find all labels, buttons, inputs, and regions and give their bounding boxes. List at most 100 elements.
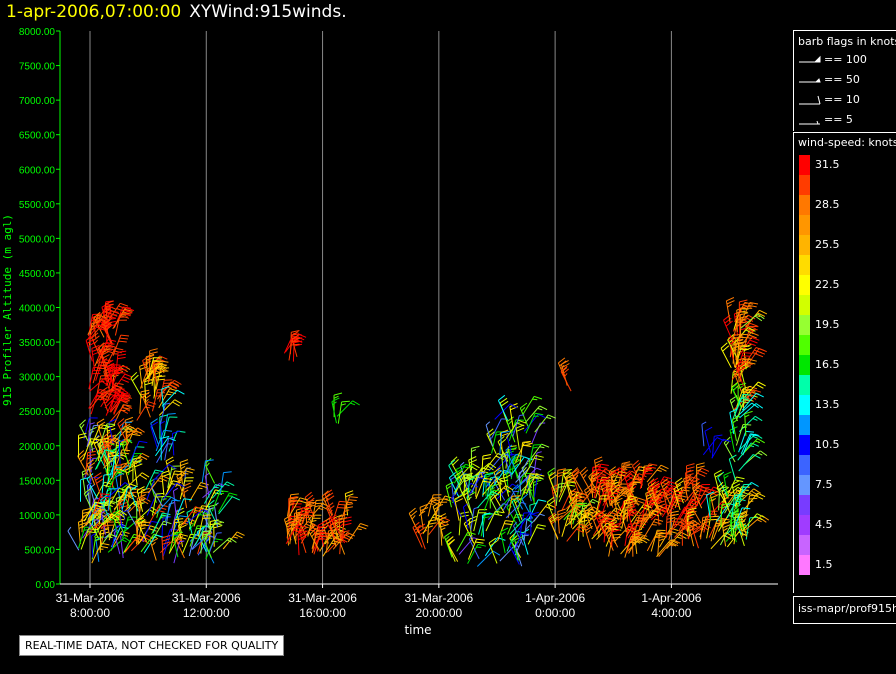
barb-shaft xyxy=(171,519,176,542)
barb-feather xyxy=(136,486,145,491)
wind-barb xyxy=(105,359,116,386)
wind-barb xyxy=(153,375,166,399)
barb-shaft xyxy=(319,532,332,552)
barb-feather xyxy=(98,425,104,430)
barb-shaft xyxy=(117,423,128,444)
barb-shaft xyxy=(124,534,139,553)
barb-feather xyxy=(637,540,643,544)
barb-feather xyxy=(106,423,116,425)
barb-shaft xyxy=(122,534,135,554)
barb-feather xyxy=(93,311,101,319)
barb-shaft xyxy=(86,478,98,499)
barb-feather xyxy=(324,489,333,495)
barb-shaft xyxy=(208,532,218,554)
barb-feather xyxy=(165,402,171,405)
barb-feather xyxy=(119,398,128,401)
barb-pennant-50-icon xyxy=(799,78,821,83)
barb-shaft xyxy=(148,504,161,525)
barb-feather xyxy=(121,309,130,312)
barb-feather xyxy=(67,526,72,532)
barb-feather xyxy=(101,509,106,514)
barb-feather xyxy=(607,521,615,528)
barb-feather xyxy=(202,533,211,536)
barb-feather xyxy=(195,506,204,511)
barb-feather xyxy=(96,478,104,484)
barb-shaft xyxy=(136,521,147,542)
wind-barb xyxy=(419,503,429,530)
barb-shaft xyxy=(86,321,101,341)
barb-feather xyxy=(291,330,300,333)
barb-shaft xyxy=(463,523,475,544)
barb-shaft xyxy=(494,403,511,420)
y-tick-label: 5000.00 xyxy=(19,234,56,245)
barb-feather xyxy=(332,540,342,544)
barb-feather xyxy=(100,440,109,443)
barb-feather xyxy=(616,469,624,476)
barb-feather xyxy=(109,516,118,521)
barb-feather xyxy=(119,439,125,443)
barb-feather xyxy=(105,449,114,453)
wind-barb xyxy=(156,443,173,464)
barb-shaft xyxy=(83,501,96,522)
barb-feather xyxy=(563,469,572,471)
barb-shaft xyxy=(422,514,435,534)
barb-feather xyxy=(509,403,518,408)
wind-barb xyxy=(115,472,124,499)
barb-feather xyxy=(515,453,524,457)
barb-shaft xyxy=(497,441,509,462)
barb-feather xyxy=(614,514,623,517)
barb-shaft xyxy=(283,333,295,354)
barb-feather xyxy=(466,477,472,480)
wind-profile-chart: 0.00500.001000.001500.002000.002500.0030… xyxy=(1,27,778,637)
wind-barb xyxy=(496,483,520,500)
barb-feather xyxy=(319,535,328,538)
barb-feather xyxy=(101,501,111,504)
barb-feather xyxy=(476,538,485,541)
wind-barb xyxy=(212,537,237,553)
barb-feather xyxy=(515,530,525,534)
barb-shaft xyxy=(182,506,196,525)
barb-feather xyxy=(742,352,752,354)
barb-feather xyxy=(510,534,518,541)
barb-feather xyxy=(89,422,95,425)
barb-feather xyxy=(327,505,335,512)
wind-barb xyxy=(158,379,182,397)
wind-barb xyxy=(709,490,719,517)
barb-shaft xyxy=(496,483,513,500)
barb-shaft xyxy=(524,455,537,476)
barb-feather xyxy=(136,524,142,528)
barb-shaft xyxy=(205,509,209,532)
barb-feather xyxy=(122,376,131,381)
barb-shaft xyxy=(601,492,610,515)
wind-barb xyxy=(164,499,181,522)
barb-shaft xyxy=(135,520,139,543)
barb-feather xyxy=(103,378,111,384)
barb-feather xyxy=(121,314,127,316)
barb-feather xyxy=(169,384,178,390)
barb-feather xyxy=(463,503,468,508)
wind-barb xyxy=(467,543,487,564)
barb-feather xyxy=(124,438,133,444)
barb-shaft xyxy=(200,531,204,554)
barb-feather xyxy=(612,485,622,489)
barb-feather xyxy=(639,533,648,537)
barb-feather xyxy=(125,425,133,431)
barb-feather xyxy=(491,489,501,492)
barb-feather xyxy=(340,536,346,540)
barb-shaft xyxy=(658,527,672,548)
barb-shaft xyxy=(556,470,559,493)
barb-feather xyxy=(141,524,150,527)
barb-feather xyxy=(132,455,138,458)
barb-feather xyxy=(498,394,506,401)
barb-feather xyxy=(132,433,141,437)
barb-feather xyxy=(118,469,127,473)
barb-feather xyxy=(108,454,117,458)
wind-barb xyxy=(528,499,547,520)
barb-shaft xyxy=(107,303,121,322)
wind-barb xyxy=(168,430,186,452)
barb-shaft xyxy=(590,514,600,536)
barb-feather xyxy=(284,514,292,520)
barb-feather xyxy=(118,350,127,353)
barb-feather xyxy=(590,501,596,504)
barb-shaft xyxy=(107,537,125,553)
